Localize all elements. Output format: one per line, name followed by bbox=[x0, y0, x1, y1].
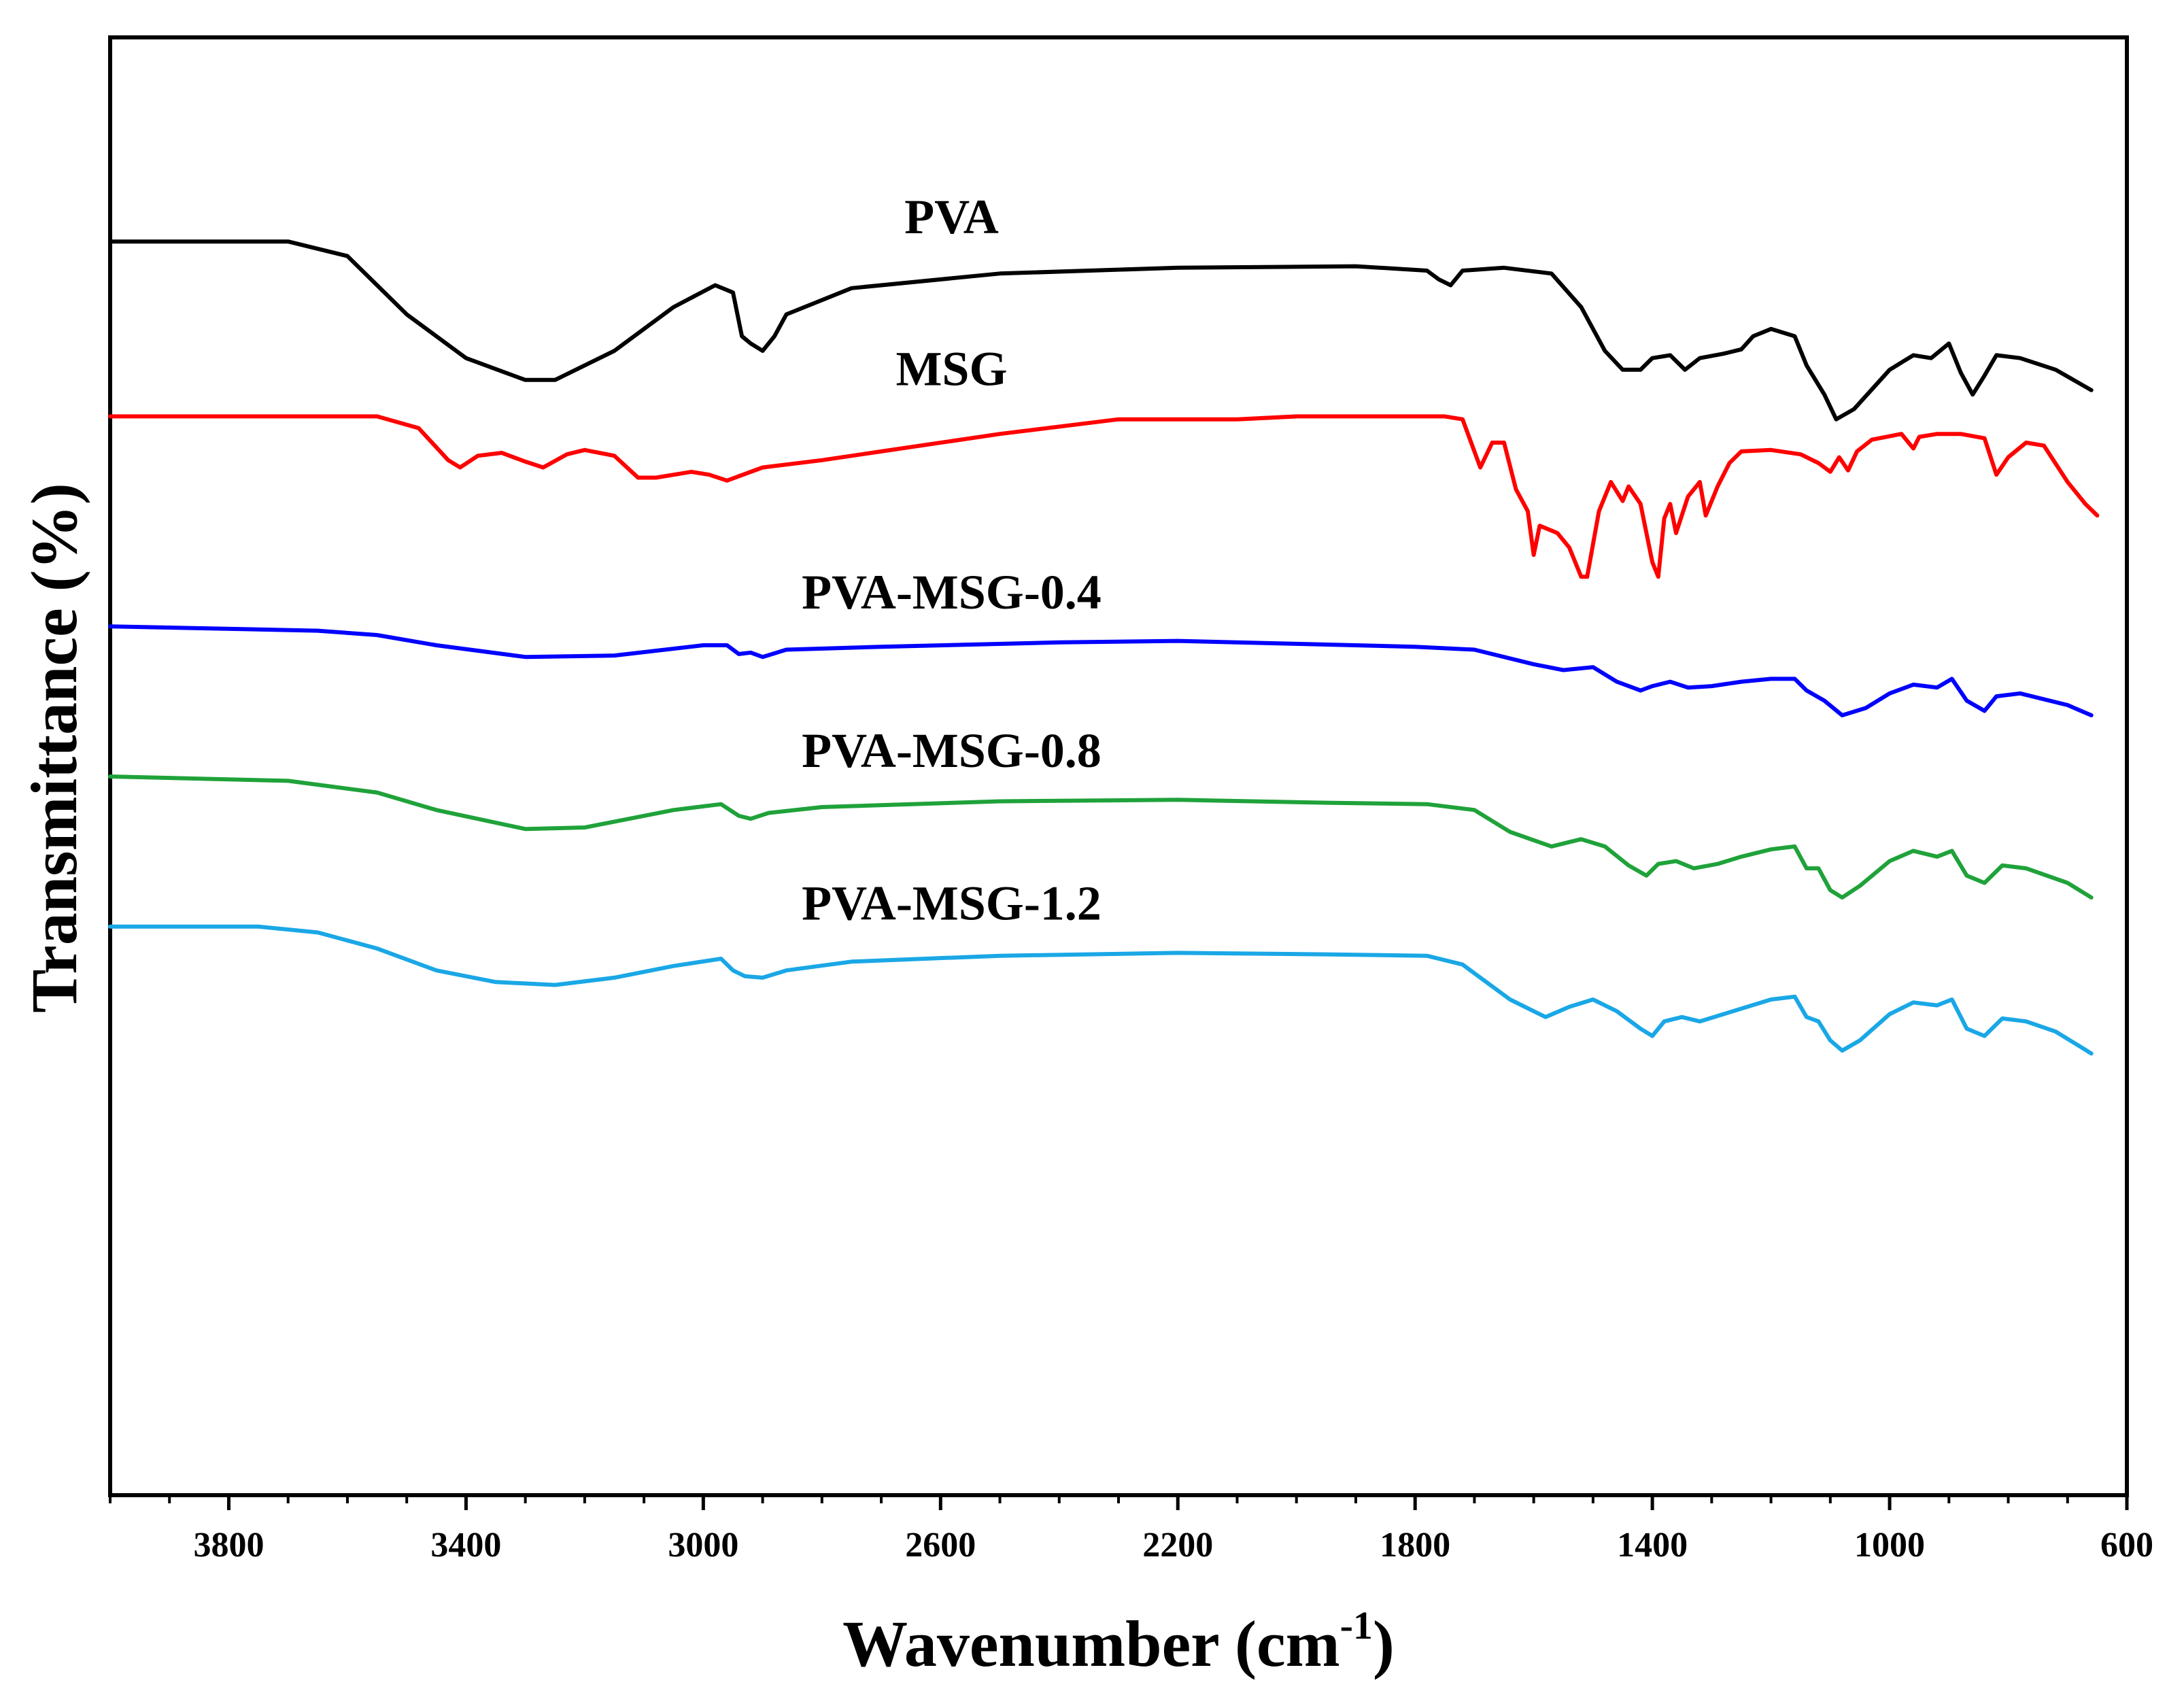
x-tick-label: 3800 bbox=[193, 1526, 264, 1565]
x-tick-label: 1000 bbox=[1854, 1526, 1925, 1565]
x-tick-label: 3400 bbox=[430, 1526, 501, 1565]
x-axis-ticks: 3800 3400 3000 2600 2200 1800 1400 1000 600 bbox=[109, 1495, 2153, 1565]
x-axis-title: Wavenumber (cm-1) bbox=[842, 1603, 1395, 1680]
x-axis-title-superscript: -1 bbox=[1340, 1603, 1373, 1647]
series-lines bbox=[108, 239, 2100, 1056]
plot-frame bbox=[108, 35, 2129, 1497]
x-axis-title-main: Wavenumber (cm bbox=[842, 1607, 1340, 1680]
series-label-msg: MSG bbox=[895, 342, 1007, 396]
x-tick-label: 2200 bbox=[1142, 1526, 1213, 1565]
y-axis-title: Transmittance (%) bbox=[18, 483, 90, 1012]
series-labels: PVA MSG PVA-MSG-0.4 PVA-MSG-0.8 PVA-MSG-1.2 bbox=[802, 190, 1102, 930]
series-label-pva: PVA bbox=[904, 190, 999, 244]
series-label-pva-msg-0-8: PVA-MSG-0.8 bbox=[802, 723, 1102, 778]
series-line-pva bbox=[108, 239, 2094, 422]
series-line-msg bbox=[108, 414, 2100, 579]
x-tick-label: 1400 bbox=[1617, 1526, 1688, 1565]
x-tick-label: 1800 bbox=[1380, 1526, 1450, 1565]
series-label-pva-msg-0-4: PVA-MSG-0.4 bbox=[802, 565, 1102, 619]
series-line-pva-msg-0-4 bbox=[108, 624, 2094, 717]
x-tick-label: 3000 bbox=[668, 1526, 738, 1565]
x-tick-label: 600 bbox=[2100, 1526, 2153, 1565]
x-tick-label: 2600 bbox=[905, 1526, 976, 1565]
series-label-pva-msg-1-2: PVA-MSG-1.2 bbox=[802, 876, 1102, 930]
series-line-pva-msg-0-8 bbox=[108, 774, 2094, 900]
series-line-pva-msg-1-2 bbox=[108, 924, 2094, 1056]
x-axis-title-close: ) bbox=[1373, 1607, 1395, 1680]
